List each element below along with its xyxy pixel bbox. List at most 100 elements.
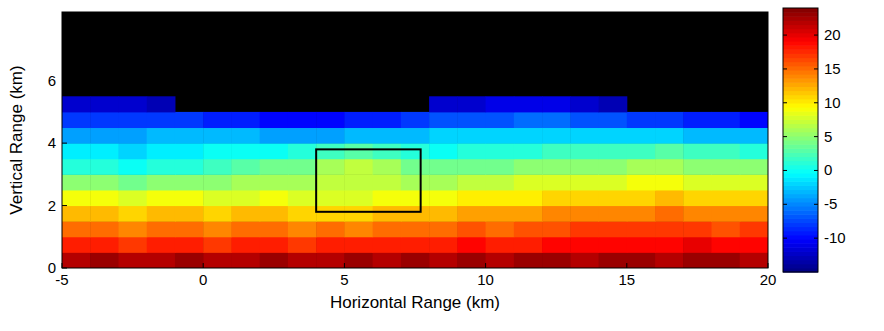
cell xyxy=(203,237,232,253)
cell xyxy=(90,174,119,190)
cell xyxy=(712,159,741,175)
colorbar-tick xyxy=(814,102,818,103)
cell xyxy=(599,96,628,112)
cell xyxy=(90,221,119,237)
cell xyxy=(542,252,571,268)
cell xyxy=(542,128,571,144)
cell xyxy=(599,112,628,128)
cell xyxy=(118,96,147,112)
cell xyxy=(542,190,571,206)
cell xyxy=(373,128,402,144)
cell xyxy=(316,206,345,222)
cell xyxy=(683,252,712,268)
cell xyxy=(175,174,204,190)
y-tick xyxy=(62,80,67,81)
cell xyxy=(344,252,373,268)
colorbar-step xyxy=(783,223,818,228)
cell xyxy=(90,159,119,175)
y-tick-label: 2 xyxy=(48,197,56,214)
colorbar-step xyxy=(783,190,818,195)
cell xyxy=(203,143,232,159)
colorbar-tick xyxy=(783,68,787,69)
colorbar-step xyxy=(783,29,818,34)
x-tick xyxy=(203,263,204,268)
cell xyxy=(514,96,543,112)
cell xyxy=(373,221,402,237)
colorbar-step xyxy=(783,161,818,166)
cell xyxy=(175,221,204,237)
colorbar-step xyxy=(783,91,818,96)
colorbar-step xyxy=(783,198,818,203)
colorbar-step xyxy=(783,218,818,223)
cell xyxy=(712,206,741,222)
cell xyxy=(599,159,628,175)
cell xyxy=(316,221,345,237)
cell xyxy=(542,112,571,128)
colorbar-step xyxy=(783,260,818,265)
cell xyxy=(542,174,571,190)
cell xyxy=(599,143,628,159)
cell xyxy=(683,159,712,175)
cell xyxy=(260,190,289,206)
cell xyxy=(203,206,232,222)
cell xyxy=(655,252,684,268)
x-tick xyxy=(344,263,345,268)
y-tick xyxy=(62,143,67,144)
x-tick-label: 20 xyxy=(760,271,777,288)
colorbar-step xyxy=(783,49,818,54)
colorbar-step xyxy=(783,173,818,178)
cell xyxy=(655,206,684,222)
y-tick xyxy=(62,205,67,206)
cell xyxy=(260,252,289,268)
cell xyxy=(401,237,430,253)
colorbar-step xyxy=(783,41,818,46)
cell xyxy=(429,159,458,175)
colorbar-step xyxy=(783,247,818,252)
cell xyxy=(627,221,656,237)
x-tick-label: 15 xyxy=(618,271,635,288)
cell xyxy=(288,128,317,144)
cell xyxy=(147,112,176,128)
cell xyxy=(147,206,176,222)
x-axis-title: Horizontal Range (km) xyxy=(330,293,500,312)
colorbar-step xyxy=(783,62,818,67)
cell xyxy=(175,143,204,159)
cell xyxy=(316,174,345,190)
cell xyxy=(599,174,628,190)
cell xyxy=(429,174,458,190)
cell xyxy=(203,128,232,144)
colorbar-step xyxy=(783,33,818,38)
cell xyxy=(203,112,232,128)
colorbar-step xyxy=(783,119,818,124)
cell xyxy=(429,190,458,206)
cell xyxy=(288,112,317,128)
cell xyxy=(683,174,712,190)
colorbar-step xyxy=(783,128,818,133)
cell xyxy=(570,143,599,159)
colorbar-step xyxy=(783,70,818,75)
cell xyxy=(457,206,486,222)
cell xyxy=(147,174,176,190)
colorbar-step xyxy=(783,251,818,256)
cell xyxy=(175,128,204,144)
cell xyxy=(655,159,684,175)
cell xyxy=(118,112,147,128)
cell xyxy=(712,237,741,253)
cell xyxy=(62,112,91,128)
colorbar-step xyxy=(783,165,818,170)
cell xyxy=(231,143,260,159)
cell xyxy=(457,174,486,190)
colorbar-tick xyxy=(814,35,818,36)
colorbar-step xyxy=(783,95,818,100)
cell xyxy=(260,206,289,222)
cell xyxy=(373,159,402,175)
colorbar-tick-label: 10 xyxy=(824,94,841,111)
cell xyxy=(740,190,768,206)
cell xyxy=(486,96,515,112)
cell xyxy=(260,143,289,159)
colorbar-step xyxy=(783,206,818,211)
colorbar-step xyxy=(783,99,818,104)
cell xyxy=(260,221,289,237)
cell xyxy=(570,128,599,144)
cell xyxy=(373,206,402,222)
